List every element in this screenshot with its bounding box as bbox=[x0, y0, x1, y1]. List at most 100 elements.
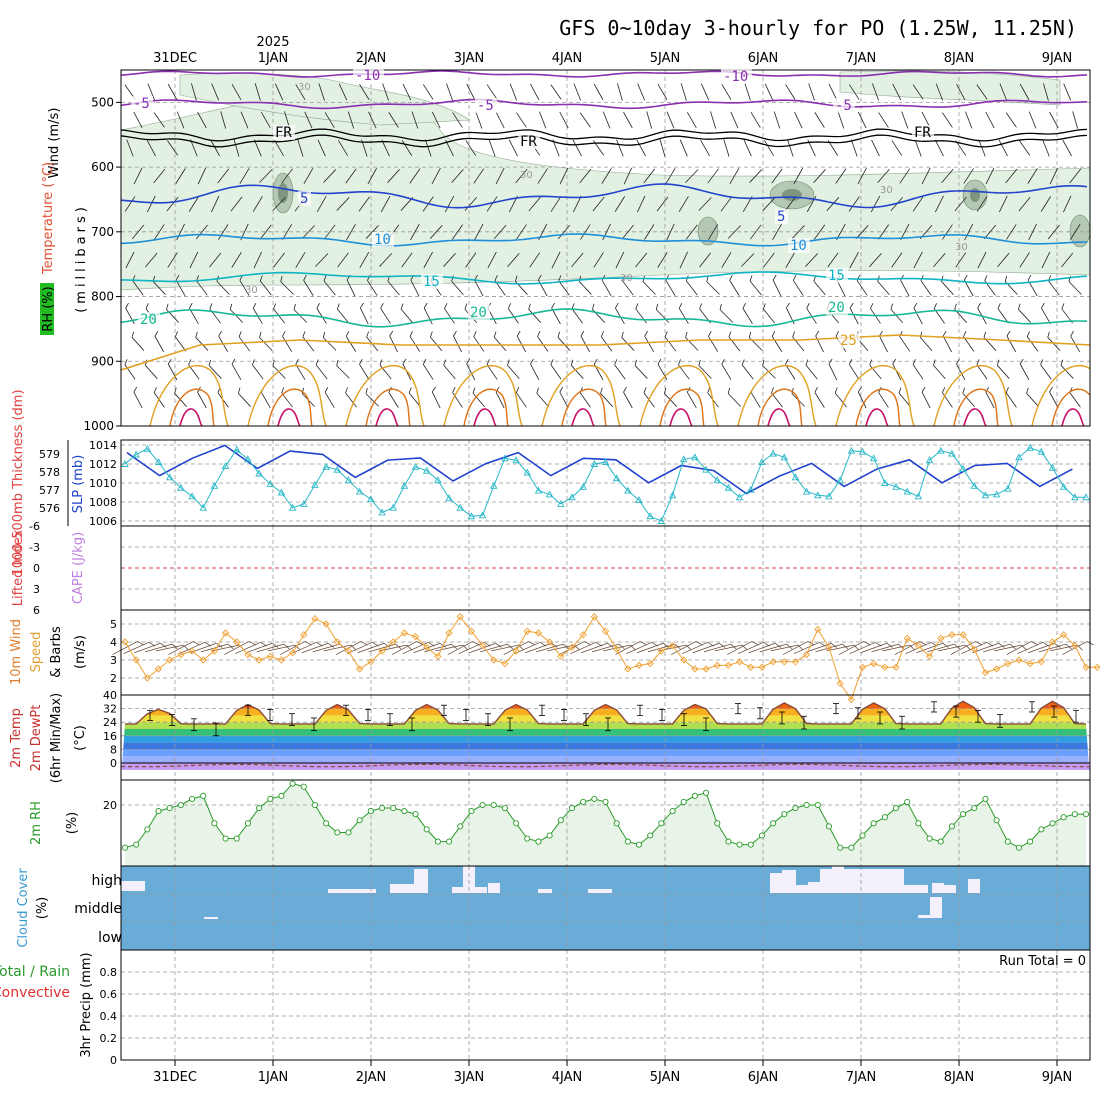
wind-barb bbox=[954, 196, 967, 212]
wind-barb bbox=[174, 387, 187, 407]
barb-flag bbox=[175, 274, 180, 281]
slp-marker bbox=[199, 503, 207, 511]
barb-shaft bbox=[956, 363, 966, 381]
dewpoint-fill bbox=[121, 764, 1090, 770]
wind-barb bbox=[337, 252, 349, 268]
wind-barb bbox=[848, 359, 860, 380]
isotherm-label: 15 bbox=[423, 274, 440, 290]
barb-flag bbox=[975, 641, 982, 646]
isotherm-label-bg bbox=[475, 98, 497, 113]
barb-shaft bbox=[155, 644, 184, 652]
barb-shaft bbox=[891, 252, 903, 268]
slp-marker bbox=[411, 462, 420, 470]
cloud-gap bbox=[204, 917, 218, 919]
barb-flag bbox=[324, 386, 329, 393]
barb-shaft bbox=[401, 252, 413, 268]
wind-speed-marker bbox=[523, 627, 531, 635]
wind-barb bbox=[593, 252, 604, 268]
slp-marker bbox=[635, 496, 643, 504]
barb-shaft bbox=[708, 336, 719, 352]
barb-flag bbox=[536, 387, 539, 394]
isotherm-loop bbox=[571, 408, 595, 426]
wind-barb bbox=[466, 358, 476, 381]
rh-marker bbox=[367, 808, 374, 815]
barb-shaft bbox=[848, 196, 860, 212]
barb-shaft bbox=[464, 196, 478, 212]
wind-tick-label: 4 bbox=[110, 636, 117, 649]
slp-marker bbox=[992, 490, 1001, 498]
barb-flag bbox=[663, 642, 670, 648]
barb-flag bbox=[359, 358, 363, 365]
wind-barb bbox=[805, 359, 818, 380]
slp-marker bbox=[478, 511, 487, 519]
slp-marker bbox=[266, 480, 275, 487]
barb-flag bbox=[323, 275, 327, 282]
barb-shaft bbox=[976, 364, 988, 380]
wind-barb bbox=[195, 224, 208, 240]
barb-flag bbox=[1065, 643, 1072, 650]
li-tick-label: 3 bbox=[33, 583, 40, 596]
isotherm-label: 20 bbox=[140, 312, 157, 328]
barb-shaft bbox=[614, 364, 626, 380]
wind-speed-marker bbox=[389, 638, 397, 646]
wind-barb bbox=[998, 195, 1008, 213]
cloud-gaps bbox=[121, 866, 980, 919]
wind-barb bbox=[976, 84, 988, 100]
wind-barb bbox=[934, 195, 944, 213]
barb-shaft bbox=[849, 307, 859, 325]
barb-shaft bbox=[706, 281, 720, 295]
barb-flag bbox=[409, 331, 413, 337]
barb-shaft bbox=[890, 308, 904, 324]
barb-shaft bbox=[491, 644, 519, 652]
wind-speed-marker bbox=[132, 656, 140, 664]
barb-shaft bbox=[579, 168, 592, 184]
barb-shaft bbox=[912, 364, 924, 380]
barb-shaft bbox=[458, 641, 485, 655]
barb-shaft bbox=[983, 643, 1011, 653]
ylabel-lifted-index: Lifted Index bbox=[11, 529, 26, 606]
wind-barb bbox=[224, 641, 256, 655]
barb-flag bbox=[537, 274, 542, 281]
barb-flag bbox=[1026, 331, 1030, 337]
slp-marker bbox=[400, 481, 409, 489]
barb-shaft bbox=[950, 641, 976, 655]
barb-shaft bbox=[723, 139, 730, 157]
barb-shaft bbox=[1041, 251, 1051, 269]
wind-speed-marker bbox=[803, 650, 811, 659]
wind-barb bbox=[293, 303, 308, 323]
barb-flag bbox=[729, 274, 733, 281]
cloud-gap bbox=[820, 869, 904, 893]
wind-speed-marker bbox=[233, 638, 241, 646]
barb-shaft bbox=[515, 168, 528, 184]
wind-barb bbox=[357, 642, 391, 654]
barb-shaft bbox=[572, 139, 582, 157]
barb-shaft bbox=[466, 83, 476, 101]
barb-shaft bbox=[211, 83, 220, 101]
barb-shaft bbox=[744, 83, 751, 101]
wind-barb bbox=[1070, 224, 1081, 240]
barb-flag bbox=[953, 643, 960, 650]
wind-barb bbox=[573, 83, 582, 101]
wind-barb bbox=[942, 112, 953, 128]
barb-shaft bbox=[721, 84, 732, 100]
wind-barb bbox=[892, 83, 902, 101]
barb-shaft bbox=[303, 280, 314, 296]
rh-marker bbox=[300, 783, 307, 790]
wind-barb bbox=[706, 275, 720, 295]
barb-shaft bbox=[828, 363, 838, 381]
wind-speed-marker bbox=[747, 663, 755, 671]
barb-shaft bbox=[229, 309, 244, 323]
barb-flag bbox=[379, 359, 383, 366]
wind-barb bbox=[516, 112, 527, 128]
barb-flag bbox=[913, 302, 918, 309]
cloud-level-label: middle bbox=[74, 901, 122, 917]
wind-barb bbox=[424, 643, 458, 653]
wind-barb bbox=[730, 111, 739, 129]
wind-speed-marker bbox=[691, 665, 699, 673]
barb-shaft bbox=[985, 111, 995, 129]
pressure-tick-label: 1000 bbox=[83, 419, 114, 433]
barb-shaft bbox=[814, 392, 825, 408]
barb-shaft bbox=[635, 308, 647, 324]
isotherm-loop bbox=[463, 388, 509, 426]
